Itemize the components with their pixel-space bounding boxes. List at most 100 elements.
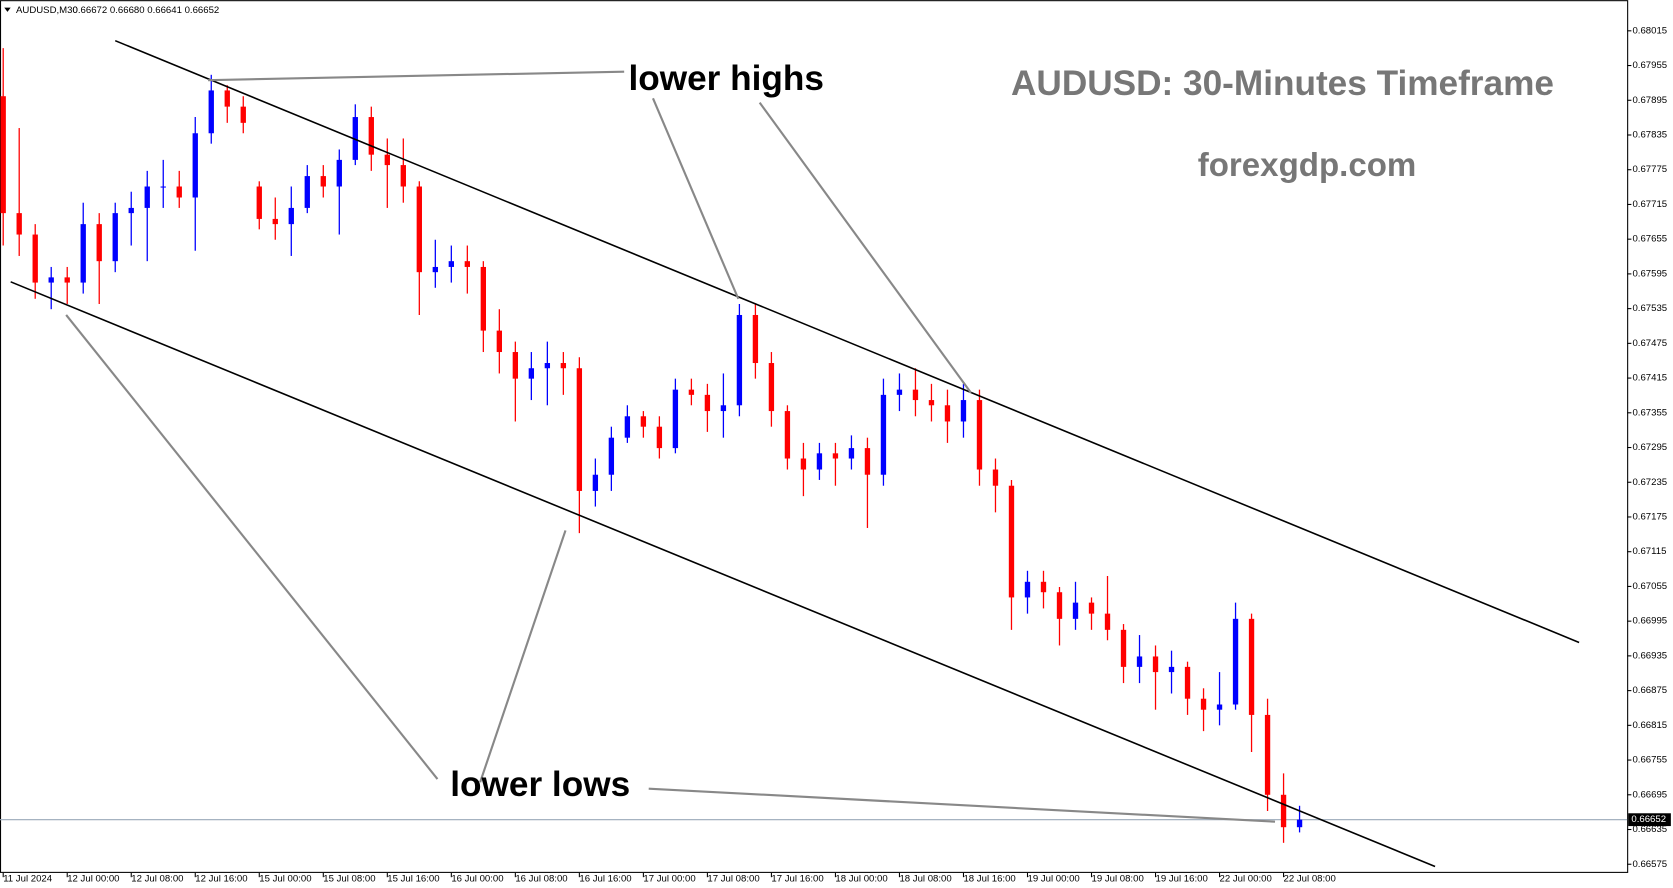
- chart-title: AUDUSD: 30-Minutes Timeframe: [1011, 64, 1554, 103]
- candle-body: [448, 261, 454, 267]
- candle-body: [672, 389, 679, 449]
- candle-body: [384, 154, 390, 166]
- x-tick-label: 12 Jul 08:00: [131, 873, 183, 884]
- candle-body: [336, 159, 342, 187]
- candle-body: [400, 165, 406, 187]
- candle-body: [944, 405, 951, 422]
- candle-body: [784, 411, 791, 459]
- candle-body: [960, 400, 967, 422]
- y-tick-label: 0.67175: [1632, 512, 1667, 523]
- x-tick-label: 11 Jul 2024: [3, 873, 53, 884]
- candle-body: [368, 117, 374, 155]
- candle-body: [512, 352, 519, 379]
- candle-body: [112, 213, 118, 262]
- candle-body: [1152, 656, 1159, 673]
- candle-body: [1200, 698, 1207, 710]
- candle-body: [1184, 666, 1191, 699]
- symbol: AUDUSD,M30: [16, 5, 78, 16]
- candle-body: [240, 106, 246, 123]
- candle-body: [768, 363, 775, 412]
- candle-body: [656, 426, 663, 449]
- candle-body: [1232, 618, 1239, 705]
- candle-body: [1072, 602, 1079, 619]
- y-tick-label: 0.66815: [1632, 720, 1667, 731]
- candle-body: [976, 400, 983, 470]
- x-tick-label: 16 Jul 16:00: [579, 873, 631, 884]
- candle-body: [0, 96, 6, 214]
- candle-body: [1024, 581, 1031, 598]
- candle-body: [1168, 666, 1175, 673]
- candle-body: [128, 207, 134, 214]
- candle-body: [624, 416, 631, 438]
- y-tick-label: 0.66935: [1632, 650, 1667, 661]
- candle-body: [288, 207, 294, 225]
- pointer: [758, 101, 972, 394]
- pointer: [479, 530, 567, 783]
- candle-body: [96, 224, 102, 262]
- x-tick-label: 16 Jul 08:00: [515, 873, 567, 884]
- y-tick-label: 0.67115: [1632, 546, 1666, 557]
- x-tick-label: 16 Jul 00:00: [451, 873, 503, 884]
- candle-body: [1280, 794, 1287, 828]
- candle-body: [208, 90, 214, 134]
- symbol-marker: [4, 7, 11, 12]
- x-tick-label: 19 Jul 00:00: [1027, 873, 1079, 884]
- candle-body: [864, 448, 871, 475]
- annotation: lower lows: [450, 765, 630, 804]
- x-tick-label: 15 Jul 16:00: [387, 873, 439, 884]
- y-tick-label: 0.67235: [1632, 477, 1667, 488]
- y-tick-label: 0.67475: [1632, 338, 1667, 349]
- y-tick-label: 0.67595: [1632, 268, 1667, 279]
- current-price-label: 0.66652: [1631, 814, 1666, 825]
- y-tick-label: 0.67715: [1632, 199, 1667, 210]
- candle-body: [224, 90, 230, 107]
- candle-body: [544, 363, 551, 369]
- y-tick-label: 0.67955: [1632, 60, 1667, 71]
- candle-body: [416, 186, 422, 273]
- candle-body: [64, 277, 70, 283]
- x-tick-label: 19 Jul 08:00: [1092, 873, 1144, 884]
- candle-body: [848, 448, 855, 459]
- candle-body: [608, 437, 615, 475]
- candle-body: [1136, 656, 1143, 667]
- x-tick-label: 18 Jul 16:00: [963, 873, 1015, 884]
- candle-body: [880, 394, 887, 475]
- candle-body: [896, 389, 903, 395]
- candle-body: [1104, 613, 1111, 630]
- channel-lower: [10, 281, 1436, 868]
- candle-body: [528, 368, 535, 379]
- candle-body: [560, 363, 567, 369]
- x-tick-label: 18 Jul 08:00: [899, 873, 951, 884]
- candle-body: [272, 218, 278, 225]
- candle-body: [320, 176, 326, 187]
- candle-body: [1296, 819, 1303, 828]
- candle-body: [16, 213, 22, 235]
- y-tick-label: 0.67835: [1632, 130, 1667, 141]
- candle-body: [992, 469, 999, 486]
- candle-body: [640, 416, 647, 427]
- candle-body: [736, 314, 743, 406]
- y-tick-label: 0.67055: [1632, 581, 1667, 592]
- candle-body: [176, 186, 182, 198]
- candle-body: [928, 400, 935, 406]
- y-tick-label: 0.66575: [1632, 859, 1667, 870]
- candle-body: [464, 261, 470, 267]
- candle-body: [256, 186, 262, 219]
- y-tick-label: 0.66995: [1632, 616, 1667, 627]
- candle-body: [432, 266, 438, 273]
- candle-body: [352, 117, 358, 160]
- pointer: [652, 97, 740, 300]
- y-tick-label: 0.67295: [1632, 442, 1667, 453]
- candle-body: [496, 330, 503, 353]
- candle-body: [1056, 592, 1063, 619]
- x-tick-label: 17 Jul 16:00: [771, 873, 823, 884]
- candle-body: [1216, 704, 1223, 710]
- candle-body: [1264, 714, 1271, 795]
- candle-body: [192, 133, 198, 198]
- candle-body: [816, 453, 823, 470]
- candle-body: [912, 389, 919, 401]
- y-tick-label: 0.66755: [1632, 755, 1667, 766]
- channel-upper: [114, 39, 1580, 644]
